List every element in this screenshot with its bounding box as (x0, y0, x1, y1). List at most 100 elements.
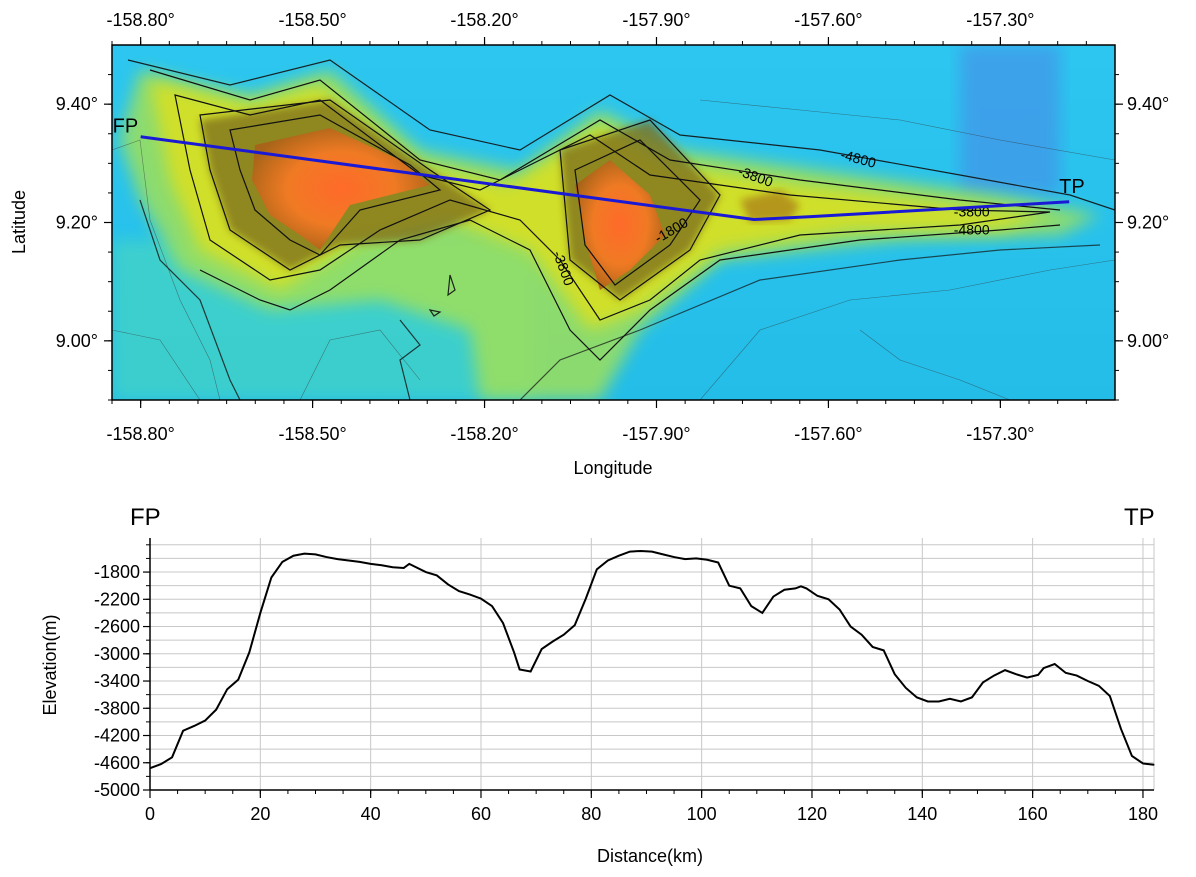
elevation-data-point (1098, 685, 1100, 687)
elevation-data-point (1076, 674, 1078, 677)
elevation-data-point (215, 709, 217, 711)
elevation-data-point (1109, 695, 1111, 697)
contours (127, 59, 1115, 400)
elevation-data-point (927, 700, 929, 703)
profile-y-tick-labels: -1800 -2200 -2600 -3000 -3400 -3800 -4200 -4600… (94, 562, 140, 800)
elevation-data-point (905, 687, 907, 689)
elevation-data-point (226, 688, 228, 690)
elevation-data-point (414, 566, 416, 568)
elevation-data-point (993, 674, 995, 677)
elevation-data-point (717, 561, 719, 564)
profile-y-tick-label: -3400 (94, 671, 140, 691)
elevation-data-point (347, 559, 350, 562)
elevation-data-point (519, 668, 521, 671)
elevation-data-point (772, 595, 774, 598)
profile-y-tick-label: -3000 (94, 644, 140, 664)
elevation-data-point (794, 587, 797, 590)
minor-contours (112, 99, 1115, 400)
elevation-data-point (651, 551, 653, 553)
elevation-data-point (392, 566, 394, 568)
elevation-data-point (883, 649, 885, 651)
profile-y-tick-label: -4200 (94, 726, 140, 746)
profile-x-tick-label: 60 (471, 804, 491, 824)
profile-line-group: FP TP (113, 116, 1085, 222)
map-x-tick-label-top: -158.80° (107, 10, 175, 30)
profile-y-tick-label: -1800 (94, 562, 140, 582)
elevation-data-point (1043, 667, 1045, 669)
elevation-data-point (502, 622, 504, 624)
map-y-tick-label-right: 9.00° (1127, 331, 1169, 351)
elevation-data-points (149, 550, 1155, 769)
profile-y-tick-label: -2600 (94, 617, 140, 637)
elevation-data-point (750, 605, 752, 607)
profile-start-label: FP (130, 504, 161, 531)
elevation-data-point (259, 612, 261, 614)
elevation-data-point (408, 563, 410, 565)
profile-end-label: TP (1059, 176, 1085, 198)
elevation-data-point (381, 564, 383, 566)
elevation-data-point (480, 598, 482, 600)
elevation-data-point (684, 558, 686, 560)
profile-y-tick-label: -3800 (94, 698, 140, 718)
elevation-data-point (827, 598, 830, 600)
profile-line (140, 135, 1070, 222)
elevation-data-point (1087, 680, 1089, 682)
elevation-data-point (662, 553, 664, 555)
elevation-data-point (800, 585, 802, 587)
elevation-data-point (982, 681, 984, 683)
map-y-tick-labels-left: 9.40° 9.20° 9.00° (56, 94, 98, 351)
elevation-data-point (607, 559, 609, 562)
elevation-data-point (336, 558, 339, 560)
elevation-data-point (491, 605, 493, 607)
elevation-data-point (739, 587, 741, 590)
map-x-axis-label: Longitude (573, 458, 652, 478)
contour-label: -4800 (954, 221, 990, 237)
elevation-data-point (436, 574, 438, 577)
elevation-data-point (971, 696, 973, 698)
profile-x-tick-label: 120 (797, 804, 827, 824)
elevation-data-point (761, 612, 763, 614)
elevation-data-point (193, 725, 195, 727)
elevation-data-point (849, 625, 852, 628)
elevation-data-point (1026, 677, 1028, 679)
profile-axes (143, 538, 1154, 798)
elevation-data-point (303, 553, 306, 555)
elevation-data-point (574, 624, 576, 626)
elevation-data-point (1153, 764, 1155, 766)
elevation-data-point (204, 719, 206, 722)
map-x-tick-label-bottom: -158.50° (278, 424, 346, 444)
elevation-data-point (292, 555, 295, 557)
profile-x-tick-label: 160 (1018, 804, 1048, 824)
elevation-data-point (563, 634, 565, 636)
elevation-data-point (541, 648, 543, 650)
elevation-data-point (1142, 762, 1144, 765)
profile-start-label: FP (113, 116, 139, 138)
elevation-data-point (403, 567, 405, 569)
profile-end-label: TP (1124, 504, 1155, 531)
map-y-tick-label-right: 9.40° (1127, 94, 1169, 114)
deep-basin (960, 45, 1060, 195)
elevation-data-point (530, 670, 532, 673)
elevation-data-point (325, 556, 328, 558)
elevation-data-point (838, 608, 841, 611)
elevation-data-point (552, 640, 554, 643)
elevation-data-point (861, 634, 863, 636)
map-y-tick-label-left: 9.40° (56, 94, 98, 114)
elevation-data-point (248, 651, 250, 654)
map-x-tick-labels-top: -158.80° -158.50° -158.20° -157.90° -157.60°… (107, 10, 1035, 30)
map-x-tick-label-bottom: -157.60° (794, 424, 862, 444)
elevation-data-point (270, 576, 272, 579)
map-x-tick-label-bottom: -158.80° (107, 424, 175, 444)
map-ticks (104, 37, 1123, 408)
elevation-data-point (160, 763, 162, 765)
elevation-data-point (673, 556, 675, 558)
map-y-tick-label-right: 9.20° (1127, 213, 1169, 233)
elevation-data-point (640, 550, 642, 552)
map-x-tick-label-bottom: -157.30° (966, 424, 1034, 444)
elevation-data-point (149, 767, 151, 769)
elevation-data-point (182, 730, 184, 732)
elevation-data-point (469, 593, 471, 596)
elevation-profile-chart: FP TP 0 20 40 60 80 100 120 140 160 180 -1800 -220… (40, 504, 1158, 866)
map-y-axis-label: Latitude (9, 190, 29, 254)
elevation-data-point (916, 696, 918, 698)
